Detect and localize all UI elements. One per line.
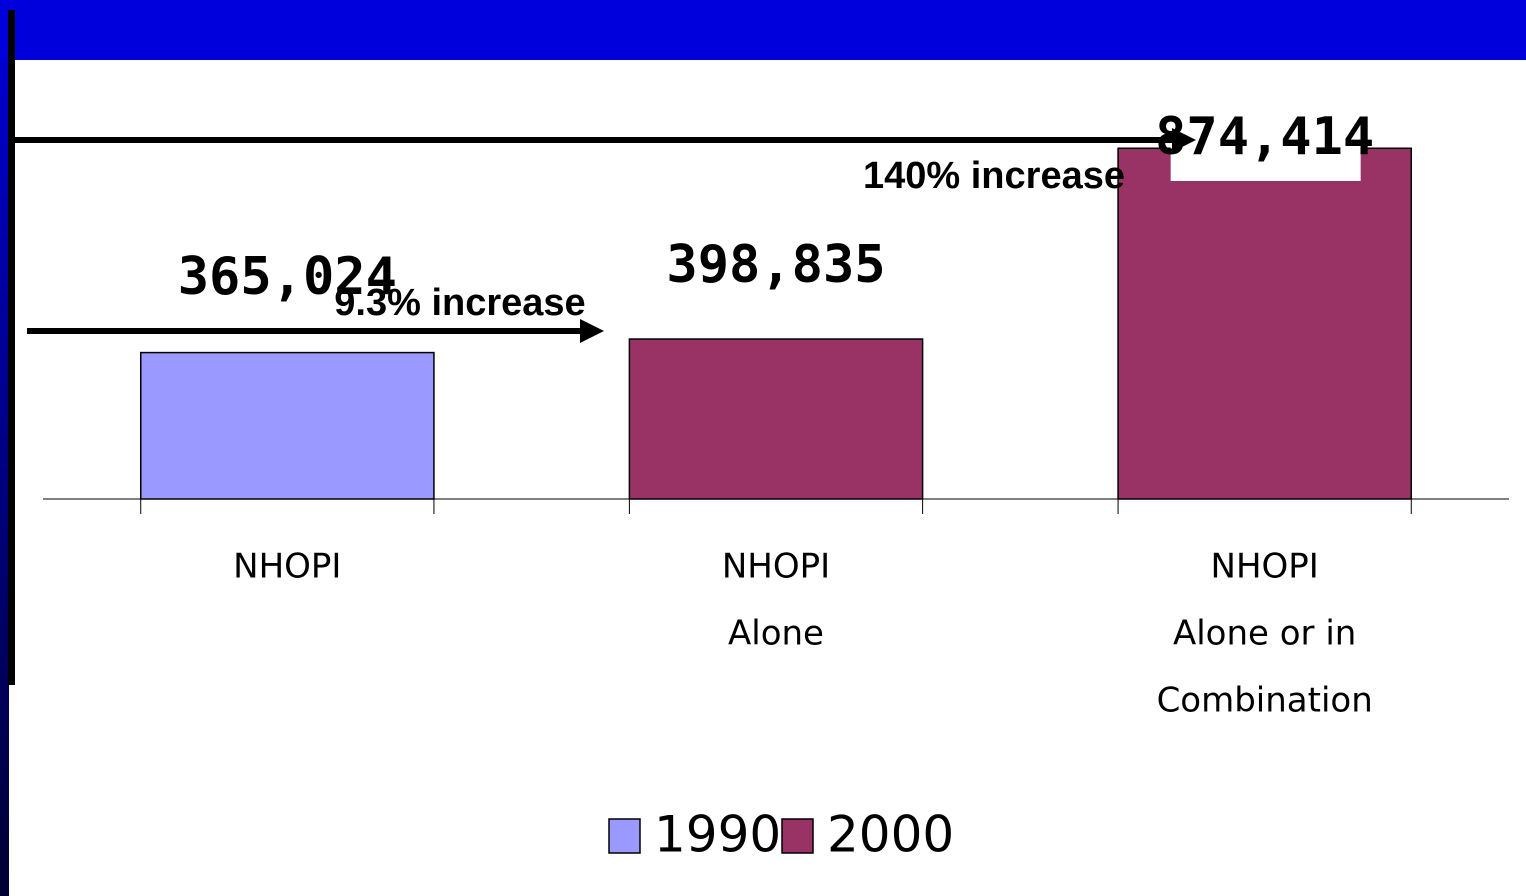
value-label: 874,414 xyxy=(1155,107,1374,167)
bar xyxy=(1117,147,1413,500)
x-tick-label: NHOPI xyxy=(233,547,341,587)
legend-swatch xyxy=(608,818,641,854)
annotation: 140% increase xyxy=(863,155,1125,197)
bar xyxy=(628,338,924,500)
annotation: 9.3% increase xyxy=(334,282,585,324)
value-label: 398,835 xyxy=(666,235,885,295)
x-tick-label: NHOPI xyxy=(1211,547,1319,587)
label-background xyxy=(1170,113,1361,181)
side-band xyxy=(0,60,9,896)
legend-swatch xyxy=(781,818,814,854)
legend-label: 1990 xyxy=(654,806,781,864)
value-label: 365,024 xyxy=(178,247,397,307)
x-tick-label: NHOPI xyxy=(722,547,830,587)
header-band xyxy=(0,0,1526,60)
bar xyxy=(139,351,435,500)
x-tick-label: Combination xyxy=(1157,681,1373,721)
legend-label: 2000 xyxy=(827,806,954,864)
x-tick-label: Alone or in xyxy=(1173,614,1356,654)
arrow-head xyxy=(1172,128,1196,152)
arrow-head xyxy=(580,319,604,343)
x-tick-label: Alone xyxy=(728,614,824,654)
side-rule xyxy=(8,10,15,685)
